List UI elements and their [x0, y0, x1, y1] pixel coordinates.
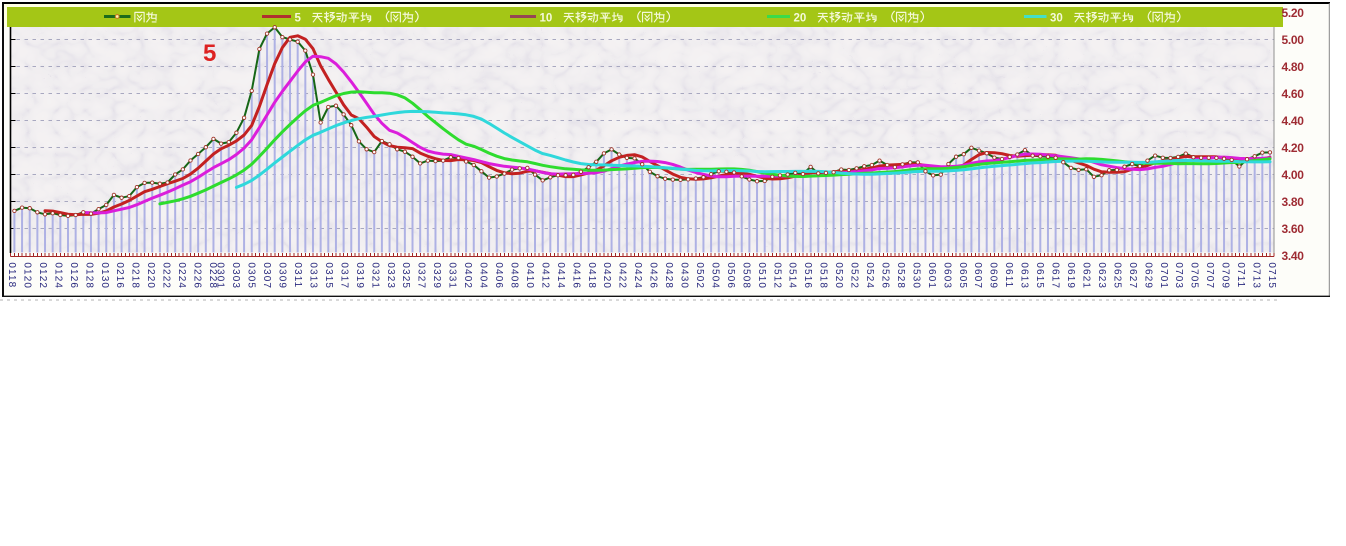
- svg-text:0611: 0611: [1003, 262, 1014, 288]
- svg-text:0526: 0526: [880, 262, 891, 289]
- svg-text:0412: 0412: [539, 262, 550, 289]
- svg-text:0426: 0426: [648, 262, 659, 289]
- svg-text:0715: 0715: [1266, 262, 1277, 289]
- svg-text:0307: 0307: [261, 262, 272, 289]
- svg-text:0615: 0615: [1034, 262, 1045, 289]
- svg-text:3.40: 3.40: [1282, 249, 1305, 263]
- svg-text:0325: 0325: [400, 262, 411, 289]
- svg-text:4.40: 4.40: [1282, 114, 1305, 128]
- svg-text:5: 5: [295, 13, 302, 25]
- svg-text:5.20: 5.20: [1282, 6, 1305, 20]
- svg-text:0627: 0627: [1127, 262, 1138, 289]
- svg-text:5.00: 5.00: [1282, 33, 1305, 47]
- svg-text:0309: 0309: [277, 262, 288, 289]
- svg-text:0430: 0430: [679, 262, 690, 289]
- svg-text:20: 20: [794, 13, 807, 25]
- svg-text:0402: 0402: [462, 262, 473, 289]
- svg-text:0703: 0703: [1173, 262, 1184, 289]
- svg-text:0226: 0226: [192, 262, 203, 289]
- svg-text:0331: 0331: [447, 262, 458, 289]
- svg-text:30: 30: [1050, 13, 1063, 25]
- svg-text:0404: 0404: [478, 262, 489, 289]
- svg-text:0520: 0520: [833, 262, 844, 289]
- svg-text:0609: 0609: [988, 262, 999, 289]
- svg-text:0303: 0303: [230, 262, 241, 289]
- svg-text:0321: 0321: [369, 262, 380, 289]
- svg-text:0617: 0617: [1050, 262, 1061, 289]
- svg-text:0319: 0319: [354, 262, 365, 289]
- svg-text:0524: 0524: [864, 262, 875, 289]
- svg-text:0315: 0315: [323, 262, 334, 289]
- svg-text:0408: 0408: [509, 262, 520, 289]
- svg-text:0504: 0504: [709, 262, 720, 289]
- svg-text:0120: 0120: [22, 262, 33, 289]
- svg-text:0713: 0713: [1251, 262, 1262, 289]
- svg-text:0508: 0508: [740, 262, 751, 289]
- svg-text:0327: 0327: [416, 262, 427, 289]
- svg-text:0707: 0707: [1204, 262, 1215, 289]
- svg-text:3.60: 3.60: [1282, 222, 1305, 236]
- svg-text:0323: 0323: [385, 262, 396, 289]
- svg-text:0518: 0518: [818, 262, 829, 289]
- svg-text:0128: 0128: [83, 262, 94, 289]
- svg-text:4.60: 4.60: [1282, 87, 1305, 101]
- svg-text:5: 5: [203, 40, 216, 67]
- svg-text:0510: 0510: [756, 262, 767, 289]
- svg-text:0118: 0118: [6, 262, 17, 288]
- svg-text:0418: 0418: [586, 262, 597, 289]
- svg-text:0701: 0701: [1158, 262, 1169, 289]
- svg-text:0216: 0216: [114, 262, 125, 289]
- svg-text:0218: 0218: [130, 262, 141, 289]
- svg-text:0528: 0528: [895, 262, 906, 289]
- svg-text:0414: 0414: [555, 262, 566, 289]
- svg-text:0317: 0317: [338, 262, 349, 289]
- svg-text:0228: 0228: [207, 262, 218, 289]
- svg-text:10: 10: [540, 13, 553, 25]
- svg-text:0522: 0522: [849, 262, 860, 289]
- svg-text:0530: 0530: [910, 262, 921, 289]
- svg-text:0422: 0422: [617, 262, 628, 289]
- svg-text:0329: 0329: [431, 262, 442, 289]
- svg-text:0220: 0220: [145, 262, 156, 289]
- svg-text:0623: 0623: [1096, 262, 1107, 289]
- svg-text:0124: 0124: [52, 262, 63, 289]
- svg-text:0416: 0416: [570, 262, 581, 289]
- svg-text:0502: 0502: [694, 262, 705, 289]
- svg-text:0629: 0629: [1142, 262, 1153, 289]
- svg-text:0605: 0605: [957, 262, 968, 289]
- svg-text:0420: 0420: [601, 262, 612, 289]
- svg-text:0709: 0709: [1220, 262, 1231, 289]
- svg-text:0224: 0224: [176, 262, 187, 289]
- svg-text:0621: 0621: [1081, 262, 1092, 289]
- svg-text:0130: 0130: [99, 262, 110, 289]
- svg-text:0607: 0607: [972, 262, 983, 289]
- svg-text:4.80: 4.80: [1282, 60, 1305, 74]
- svg-text:0311: 0311: [292, 262, 303, 288]
- svg-text:0705: 0705: [1189, 262, 1200, 289]
- svg-text:0424: 0424: [632, 262, 643, 289]
- svg-text:0625: 0625: [1111, 262, 1122, 289]
- svg-text:0122: 0122: [37, 262, 48, 289]
- svg-text:0601: 0601: [926, 262, 937, 289]
- svg-text:0506: 0506: [725, 262, 736, 289]
- svg-text:0619: 0619: [1065, 262, 1076, 289]
- svg-text:0613: 0613: [1019, 262, 1030, 289]
- svg-text:0514: 0514: [787, 262, 798, 289]
- svg-text:4.20: 4.20: [1282, 141, 1305, 155]
- svg-text:0313: 0313: [308, 262, 319, 289]
- svg-text:4.00: 4.00: [1282, 168, 1305, 182]
- svg-text:0301: 0301: [215, 262, 226, 289]
- svg-text:0406: 0406: [493, 262, 504, 289]
- svg-text:0305: 0305: [246, 262, 257, 289]
- svg-text:3.80: 3.80: [1282, 195, 1305, 209]
- svg-text:0428: 0428: [663, 262, 674, 289]
- svg-text:0603: 0603: [941, 262, 952, 289]
- svg-text:0410: 0410: [524, 262, 535, 289]
- svg-text:0126: 0126: [68, 262, 79, 289]
- svg-text:0711: 0711: [1235, 262, 1246, 288]
- svg-text:0222: 0222: [161, 262, 172, 289]
- svg-text:0512: 0512: [771, 262, 782, 289]
- svg-text:0516: 0516: [802, 262, 813, 289]
